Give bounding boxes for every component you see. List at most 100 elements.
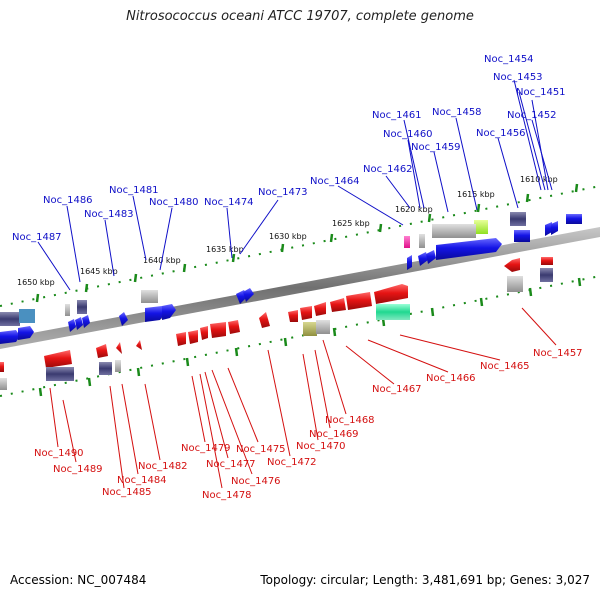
reverse-feature (507, 276, 523, 292)
reverse-arrow (300, 306, 312, 320)
forward-feature (510, 212, 526, 226)
gene-label: Noc_1479 (181, 443, 231, 454)
forward-arrow (145, 306, 166, 322)
gene-label: Noc_1482 (138, 461, 188, 472)
gene-label: Noc_1460 (383, 129, 433, 140)
forward-arrow (82, 315, 90, 328)
lower-major-ticks (38, 277, 582, 397)
gene-label: Noc_1478 (202, 490, 252, 501)
reverse-arrow (176, 332, 186, 346)
forward-arrow (426, 250, 436, 264)
gene-label: Noc_1487 (12, 232, 62, 243)
reverse-features (0, 257, 553, 390)
gene-label: Noc_1461 (372, 110, 422, 121)
forward-arrow (0, 330, 20, 344)
gene-label: Noc_1458 (432, 107, 482, 118)
gene-label: Noc_1467 (372, 384, 422, 395)
forward-feature (19, 309, 35, 323)
forward-arrow (551, 221, 558, 235)
reverse-feature (316, 320, 330, 334)
reverse-arrow (44, 350, 72, 368)
gene-label: Noc_1459 (411, 142, 461, 153)
reverse-arrow (136, 340, 142, 350)
reverse-arrow (314, 302, 326, 316)
kbp-label: 1645 kbp (80, 267, 118, 276)
forward-feature (0, 312, 20, 326)
reverse-arrow (228, 320, 240, 334)
forward-arrow (545, 222, 552, 236)
reverse-feature (303, 322, 317, 336)
gene-label: Noc_1472 (267, 457, 317, 468)
gene-label: Noc_1476 (231, 476, 281, 487)
reverse-arrow (374, 284, 408, 304)
kbp-label: 1635 kbp (206, 245, 244, 254)
reverse-feature (541, 257, 553, 265)
gene-label: Noc_1477 (206, 459, 256, 470)
gene-label: Noc_1465 (480, 361, 530, 372)
reverse-arrow (188, 330, 198, 344)
gene-label: Noc_1480 (149, 197, 199, 208)
forward-features (0, 212, 582, 344)
gene-label: Noc_1456 (476, 128, 526, 139)
top-leader-lines (37, 79, 553, 291)
gene-label: Noc_1475 (236, 444, 286, 455)
forward-feature (141, 290, 158, 303)
top-gene-labels: Noc_1454 Noc_1453 Noc_1451 Noc_1452 Noc_… (12, 54, 566, 243)
reverse-feature (46, 367, 74, 381)
gene-label: Noc_1466 (426, 373, 476, 384)
gene-label: Noc_1451 (516, 87, 566, 98)
forward-feature (514, 230, 530, 242)
reverse-feature (0, 378, 7, 390)
upper-major-ticks (35, 183, 579, 303)
kbp-label: 1625 kbp (332, 219, 370, 228)
bottom-gene-labels: Noc_1457 Noc_1465 Noc_1466 Noc_1467 Noc_… (34, 348, 583, 501)
gene-label: Noc_1468 (325, 415, 375, 426)
reverse-feature (99, 362, 112, 375)
accession-text: Accession: NC_007484 (10, 573, 147, 587)
reverse-arrow (504, 258, 520, 272)
reverse-arrow (346, 292, 372, 310)
forward-arrow (436, 238, 502, 260)
gene-label: Noc_1483 (84, 209, 134, 220)
gene-label: Noc_1474 (204, 197, 254, 208)
forward-arrow (18, 326, 34, 340)
gene-label: Noc_1469 (309, 429, 359, 440)
forward-feature (77, 300, 87, 314)
reverse-arrow (0, 362, 4, 372)
gene-label: Noc_1470 (296, 441, 346, 452)
gene-label: Noc_1452 (507, 110, 557, 121)
forward-arrow (75, 317, 83, 330)
gene-label: Noc_1462 (363, 164, 413, 175)
gene-label: Noc_1481 (109, 185, 159, 196)
forward-arrow (119, 312, 128, 326)
forward-arrow (68, 319, 76, 332)
forward-feature (566, 214, 582, 224)
forward-feature (419, 234, 425, 248)
forward-arrow (243, 288, 254, 302)
reverse-feature (540, 268, 553, 282)
forward-feature (65, 304, 70, 316)
forward-feature (474, 220, 488, 234)
genome-title: Nitrosococcus oceani ATCC 19707, complet… (126, 9, 474, 24)
kbp-label: 1620 kbp (395, 205, 433, 214)
forward-arrow (407, 255, 412, 270)
kbp-label: 1615 kbp (457, 190, 495, 199)
gene-label: Noc_1453 (493, 72, 543, 83)
forward-feature (432, 224, 476, 238)
bottom-leader-lines (49, 307, 557, 489)
gene-label: Noc_1473 (258, 187, 308, 198)
genome-summary: Topology: circular; Length: 3,481,691 bp… (260, 573, 590, 587)
reverse-arrow (330, 298, 346, 312)
forward-feature (404, 236, 410, 248)
gene-label: Noc_1486 (43, 195, 93, 206)
kbp-label: 1650 kbp (17, 278, 55, 287)
forward-arrow (162, 304, 176, 320)
gene-label: Noc_1464 (310, 176, 360, 187)
gene-label: Noc_1457 (533, 348, 583, 359)
gene-label: Noc_1454 (484, 54, 534, 65)
reverse-arrow (288, 310, 298, 322)
reverse-arrow (116, 342, 122, 354)
reverse-arrow (200, 326, 208, 340)
forward-arrow (418, 252, 428, 266)
